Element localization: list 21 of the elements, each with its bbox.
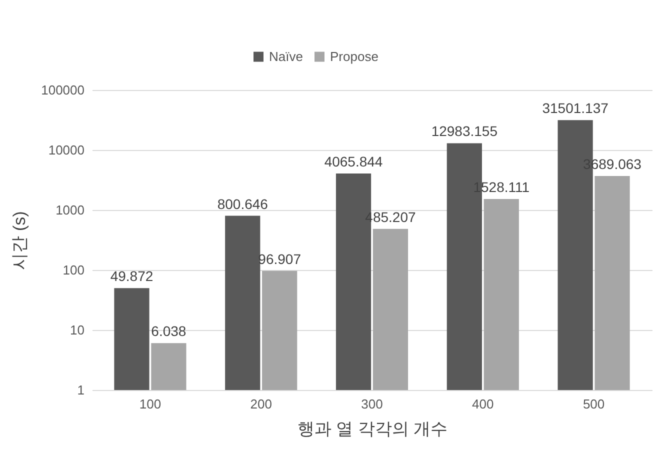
x-tick-label: 300 bbox=[361, 396, 383, 412]
y-tick-label: 1000 bbox=[56, 202, 84, 218]
y-tick-label: 10 bbox=[70, 322, 84, 338]
y-tick-label: 10000 bbox=[48, 142, 84, 158]
data-label: 49.872 bbox=[110, 268, 154, 284]
x-axis-title: 행과 열 각각의 개수 bbox=[297, 420, 448, 438]
data-label: 800.646 bbox=[217, 196, 268, 212]
x-tick-label: 500 bbox=[582, 396, 605, 412]
y-tick-label: 100000 bbox=[41, 82, 84, 98]
x-tick-label: 100 bbox=[139, 396, 162, 412]
x-tick-label: 400 bbox=[472, 396, 494, 412]
legend-label: Propose bbox=[330, 48, 378, 64]
legend-label: Naïve bbox=[269, 48, 303, 64]
y-tick-label: 1 bbox=[77, 382, 84, 398]
data-label: 4065.844 bbox=[324, 153, 383, 170]
data-label: 31501.137 bbox=[542, 100, 609, 116]
data-label: 6.038 bbox=[151, 323, 186, 340]
x-tick-label: 200 bbox=[250, 396, 272, 412]
y-axis-title: 시간 (s) bbox=[10, 211, 30, 270]
y-tick-label: 100 bbox=[62, 262, 84, 278]
data-label: 12983.155 bbox=[431, 123, 498, 140]
